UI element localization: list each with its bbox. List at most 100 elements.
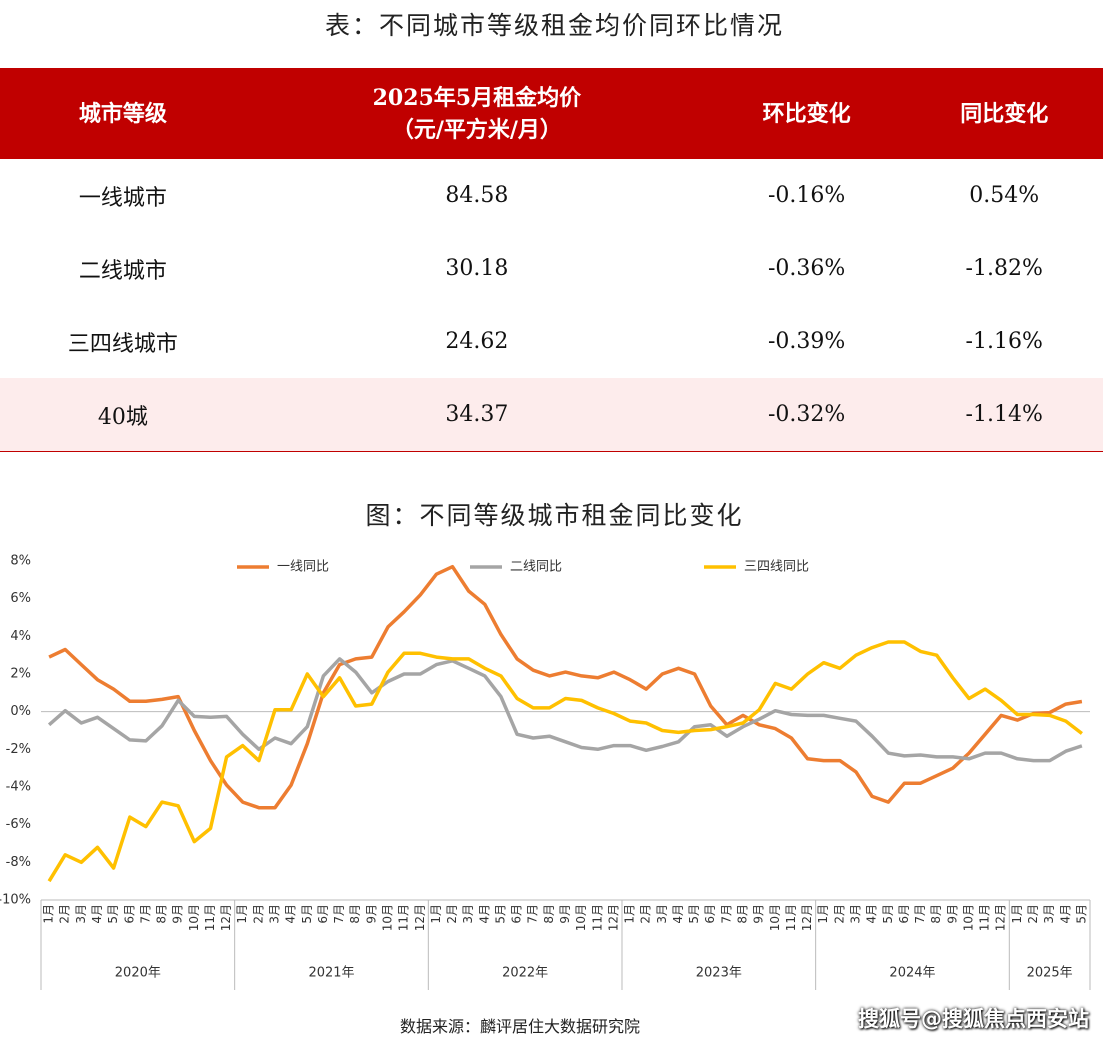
x-tick-label: 11月	[978, 904, 992, 931]
table-cell: 40城	[0, 378, 246, 452]
x-tick-label: 7月	[138, 904, 152, 924]
x-tick-label: 9月	[945, 904, 959, 924]
x-tick-label: 5月	[687, 904, 701, 924]
x-tick-label: 12月	[994, 904, 1008, 931]
year-label: 2023年	[696, 966, 742, 981]
table-cell: -0.32%	[707, 378, 906, 452]
y-tick-label: 8%	[10, 554, 31, 569]
x-tick-label: 5月	[1074, 904, 1088, 924]
x-tick-label: 10月	[380, 904, 394, 931]
header-cell: 环比变化	[707, 68, 906, 159]
table-row: 40城 34.37 -0.32% -1.14%	[0, 378, 1103, 452]
x-tick-label: 4月	[1058, 904, 1072, 924]
table: 城市等级 2025年5月租金均价 （元/平方米/月） 环比变化 同比变化 一线城市 84.…	[0, 68, 1103, 452]
x-tick-label: 8月	[929, 904, 943, 924]
x-tick-label: 7月	[719, 904, 733, 924]
table-row: 一线城市 84.58 -0.16% 0.54%	[0, 159, 1103, 232]
x-tick-label: 1月	[816, 904, 830, 924]
year-label: 2020年	[115, 966, 161, 981]
table-cell: 二线城市	[78, 258, 167, 284]
x-tick-label: 10月	[768, 904, 782, 931]
x-tick-label: 6月	[316, 904, 330, 924]
x-tick-label: 5月	[106, 904, 120, 924]
x-tick-label: 12月	[800, 904, 814, 931]
x-tick-label: 12月	[413, 904, 427, 931]
table-cell: -1.14%	[905, 378, 1103, 452]
year-label: 2024年	[889, 966, 935, 981]
x-tick-label: 4月	[477, 904, 491, 924]
x-tick-label: 2月	[251, 904, 265, 924]
header-cell: 城市等级	[0, 68, 246, 159]
table-cell: 一线城市	[78, 185, 167, 211]
x-tick-label: 3月	[848, 904, 862, 924]
x-tick-label: 8月	[736, 904, 750, 924]
y-tick-label: -10%	[0, 893, 31, 908]
x-tick-label: 8月	[348, 904, 362, 924]
x-tick-label: 6月	[122, 904, 136, 924]
x-tick-label: 9月	[364, 904, 378, 924]
series-line	[47, 640, 1083, 883]
x-tick-label: 8月	[155, 904, 169, 924]
legend-label: 三四线同比	[744, 560, 809, 575]
x-tick-label: 10月	[187, 904, 201, 931]
y-tick-label: 4%	[10, 629, 31, 644]
year-label: 2025年	[1027, 966, 1073, 981]
x-tick-label: 7月	[332, 904, 346, 924]
x-tick-label: 3月	[268, 904, 282, 924]
x-tick-label: 3月	[461, 904, 475, 924]
chart-title: 图：不同等级城市租金同比变化	[365, 501, 744, 530]
x-tick-label: 5月	[881, 904, 895, 924]
x-tick-label: 2月	[639, 904, 653, 924]
year-label: 2022年	[502, 966, 548, 981]
x-tick-label: 5月	[493, 904, 507, 924]
year-label: 2021年	[308, 966, 354, 981]
x-tick-label: 7月	[913, 904, 927, 924]
header-text: 同比变化	[960, 100, 1049, 127]
x-tick-label: 3月	[74, 904, 88, 924]
y-tick-label: -8%	[6, 855, 31, 870]
header-text: 环比变化	[762, 100, 851, 127]
x-tick-label: 4月	[90, 904, 104, 924]
table-row: 三四线城市 24.62 -0.39% -1.16%	[0, 305, 1103, 378]
header-row: 城市等级 2025年5月租金均价 （元/平方米/月） 环比变化 同比变化	[0, 68, 1103, 159]
x-tick-label: 10月	[574, 904, 588, 931]
x-tick-label: 1月	[623, 904, 637, 924]
x-tick-label: 6月	[510, 904, 524, 924]
watermark: 搜狐号@搜狐焦点西安站	[858, 1007, 1089, 1031]
x-tick-label: 11月	[397, 904, 411, 931]
table-cell: 84.58	[445, 183, 509, 208]
x-tick-label: 3月	[1042, 904, 1056, 924]
x-tick-label: 6月	[703, 904, 717, 924]
table-cell: -0.36%	[768, 256, 846, 281]
x-tick-label: 8月	[542, 904, 556, 924]
y-tick-label: -6%	[6, 817, 31, 832]
x-tick-label: 9月	[171, 904, 185, 924]
header-text: 城市等级	[78, 100, 167, 127]
header-text: （元/平方米/月）	[391, 116, 562, 143]
series-line	[47, 657, 1083, 763]
table-cell: 34.37	[245, 378, 708, 452]
x-tick-label: 11月	[203, 904, 217, 931]
header-cell: 2025年5月租金均价 （元/平方米/月）	[245, 68, 708, 159]
legend-label: 一线同比	[277, 560, 329, 575]
x-tick-label: 5月	[300, 904, 314, 924]
header-text: 2025年5月租金均价	[372, 84, 582, 111]
table-cell: -1.16%	[965, 329, 1043, 354]
x-tick-label: 10月	[961, 904, 975, 931]
y-tick-label: 2%	[10, 667, 31, 682]
table-cell: -1.82%	[965, 256, 1043, 281]
y-tick-label: 6%	[10, 591, 31, 606]
table-row: 二线城市 30.18 -0.36% -1.82%	[0, 232, 1103, 305]
source: 数据来源：麟评居住大数据研究院	[399, 1017, 640, 1036]
x-tick-label: 1月	[429, 904, 443, 924]
table-cell: 24.62	[445, 329, 509, 354]
header-cell: 同比变化	[905, 68, 1103, 159]
x-tick-label: 2月	[1026, 904, 1040, 924]
x-tick-label: 6月	[897, 904, 911, 924]
x-tick-label: 2月	[58, 904, 72, 924]
x-tick-label: 7月	[526, 904, 540, 924]
x-tick-label: 1月	[42, 904, 56, 924]
x-tick-label: 12月	[219, 904, 233, 931]
chart: -10%-8%-6%-4%-2%0%2%4%6%8%1月 2月 3月 4月 5月 6月 7月…	[0, 554, 1091, 990]
